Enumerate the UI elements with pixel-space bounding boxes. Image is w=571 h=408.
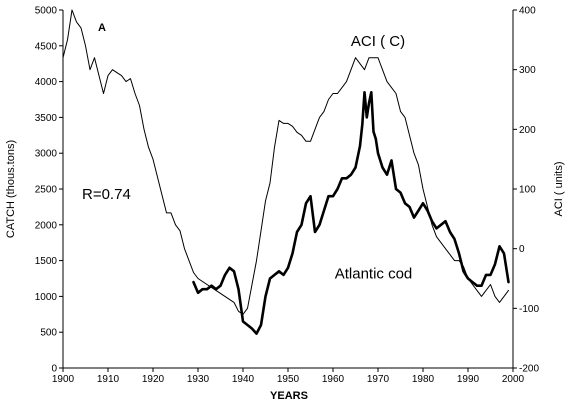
x-tick-label: 1920 [142, 374, 165, 385]
right-y-tick-label: 0 [519, 244, 525, 255]
x-tick-label: 1980 [412, 374, 435, 385]
left-y-tick-label: 4500 [35, 41, 58, 52]
panel-label: A [98, 22, 106, 34]
right-y-tick-label: 200 [519, 125, 536, 136]
x-tick-label: 1910 [97, 374, 120, 385]
x-axis-title: YEARS [270, 390, 308, 402]
x-tick-label: 1940 [232, 374, 255, 385]
x-tick-label: 1950 [277, 374, 300, 385]
left-y-tick-label: 4000 [35, 77, 58, 88]
left-y-tick-label: 2500 [35, 185, 58, 196]
left-y-tick-label: 1500 [35, 256, 58, 267]
left-y-tick-label: 5000 [35, 6, 58, 17]
left-y-tick-label: 2000 [35, 220, 58, 231]
x-tick-label: 1930 [187, 374, 210, 385]
annotation-layer: ACI ( C) Atlantic cod [335, 33, 413, 283]
right-y-axis-title: ACI ( units) [553, 161, 565, 216]
right-y-tick-label: 100 [519, 185, 536, 196]
x-axis-ticks: 1900 1910 1920 1930 1940 1950 1960 1970 1980 1990… [52, 368, 525, 385]
series-annotation: ACI ( C) [351, 33, 405, 50]
aci-series-line [62, 9, 509, 315]
left-y-axis-title: CATCH (thous.tons) [5, 140, 17, 238]
series-layer [62, 9, 510, 335]
atlantic-cod-series-line [192, 91, 510, 335]
series-annotation: Atlantic cod [335, 266, 413, 283]
right-y-tick-label: 300 [519, 65, 536, 76]
left-y-tick-label: 3000 [35, 149, 58, 160]
left-y-tick-label: 3500 [35, 113, 58, 124]
x-tick-label: 1960 [322, 374, 345, 385]
right-y-axis-ticks: -200 -100 0 100 200 300 400 [513, 6, 539, 375]
left-y-tick-label: 500 [40, 328, 57, 339]
left-y-tick-label: 0 [51, 364, 57, 375]
x-tick-label: 1990 [457, 374, 480, 385]
x-tick-label: 1970 [367, 374, 390, 385]
left-y-tick-label: 1000 [35, 292, 58, 303]
x-tick-label: 1900 [52, 374, 75, 385]
x-tick-label: 2000 [502, 374, 525, 385]
correlation-label: R=0.74 [82, 186, 131, 203]
right-y-tick-label: -200 [519, 364, 539, 375]
right-y-tick-label: 400 [519, 6, 536, 17]
left-y-axis-ticks: 0 500 1000 1500 2000 2500 3000 3500 4000 4500 5000 [35, 6, 63, 375]
right-y-tick-label: -100 [519, 304, 539, 315]
